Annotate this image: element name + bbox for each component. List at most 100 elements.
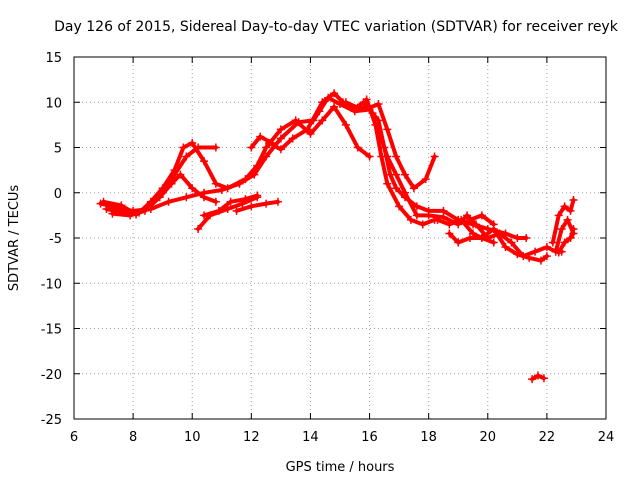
data-point <box>513 250 522 259</box>
data-point <box>554 248 563 257</box>
data-point <box>167 179 176 188</box>
data-point <box>318 98 327 107</box>
data-point <box>471 220 480 229</box>
series-track-10 <box>447 226 549 263</box>
data-point <box>362 95 371 104</box>
data-point <box>554 211 563 220</box>
data-point <box>548 238 557 247</box>
data-point <box>424 211 433 220</box>
data-point <box>288 134 297 143</box>
series-track-7 <box>343 100 437 191</box>
data-point <box>374 125 383 134</box>
series-track-6 <box>267 91 375 152</box>
data-point <box>466 234 475 242</box>
data-point <box>253 191 262 200</box>
data-point <box>306 129 315 138</box>
data-point <box>557 224 566 233</box>
x-axis-label: GPS time / hours <box>286 460 395 475</box>
y-axis-label: SDTVAR / TECUs <box>7 185 22 292</box>
data-point <box>117 201 126 210</box>
data-point <box>253 161 262 170</box>
data-point <box>513 234 522 242</box>
x-tick-label: 12 <box>243 430 260 445</box>
data-point <box>211 179 220 188</box>
data-point <box>126 211 135 220</box>
data-point <box>155 193 164 202</box>
x-tick-label: 20 <box>480 430 497 445</box>
data-point <box>303 125 312 134</box>
data-point <box>223 184 232 193</box>
data-point <box>539 374 548 383</box>
data-point <box>276 145 285 154</box>
series-track-14 <box>553 217 576 254</box>
chart-title: Day 126 of 2015, Sidereal Day-to-day VTE… <box>54 19 619 35</box>
y-tick-label: 5 <box>54 142 62 157</box>
data-point <box>211 197 220 206</box>
data-series <box>96 89 578 384</box>
data-point <box>560 202 569 211</box>
data-point <box>536 256 545 265</box>
data-point <box>445 229 454 238</box>
data-point <box>466 215 475 224</box>
data-point <box>341 98 350 107</box>
y-tick-label: -20 <box>41 368 62 383</box>
data-point <box>247 202 256 211</box>
axis-ticks: 6 8 10 12 14 16 18 20 22 24 -25 -20 -15 -10 -5 0 5 10 15 <box>41 51 615 445</box>
data-point <box>182 193 191 202</box>
data-point <box>99 197 108 206</box>
data-point <box>241 175 250 184</box>
data-point <box>430 152 439 161</box>
data-point <box>211 143 220 152</box>
data-point <box>214 206 223 215</box>
data-point <box>454 238 463 247</box>
series-track-8 <box>364 97 437 227</box>
y-tick-label: 0 <box>54 187 62 202</box>
x-tick-label: 22 <box>539 430 556 445</box>
data-point <box>409 184 418 193</box>
data-point <box>318 116 327 125</box>
data-point <box>341 120 350 129</box>
y-tick-label: -5 <box>49 232 62 247</box>
data-point <box>247 143 256 152</box>
data-point <box>383 152 392 161</box>
x-tick-label: 8 <box>129 430 137 445</box>
data-point <box>412 211 421 220</box>
data-point <box>563 215 572 224</box>
data-point <box>507 238 516 247</box>
data-point <box>477 211 486 220</box>
data-point <box>439 213 448 222</box>
data-point <box>140 206 149 215</box>
data-point <box>542 243 551 252</box>
data-point <box>188 184 197 193</box>
y-tick-label: -25 <box>41 413 62 428</box>
data-point <box>445 220 454 229</box>
data-point <box>256 132 265 141</box>
data-point <box>262 143 271 152</box>
data-point <box>421 175 430 184</box>
data-point <box>353 103 362 112</box>
x-tick-label: 14 <box>302 430 319 445</box>
data-point <box>406 215 415 224</box>
data-point <box>392 184 401 193</box>
data-point <box>273 197 282 206</box>
data-point <box>383 125 392 134</box>
x-tick-label: 18 <box>420 430 437 445</box>
y-tick-label: 10 <box>45 96 62 111</box>
data-point <box>108 209 117 218</box>
x-tick-label: 16 <box>361 430 378 445</box>
data-point <box>569 224 578 233</box>
data-point <box>226 197 235 206</box>
data-point <box>291 116 300 125</box>
data-point <box>566 234 575 242</box>
data-point <box>525 253 534 262</box>
data-point <box>353 143 362 152</box>
data-point <box>232 206 241 215</box>
data-point <box>469 229 477 238</box>
data-point <box>528 375 537 384</box>
data-point <box>200 157 209 166</box>
data-point <box>457 215 466 224</box>
data-point <box>182 152 191 161</box>
data-point <box>102 205 111 214</box>
data-point <box>401 188 410 197</box>
data-point <box>566 206 575 215</box>
